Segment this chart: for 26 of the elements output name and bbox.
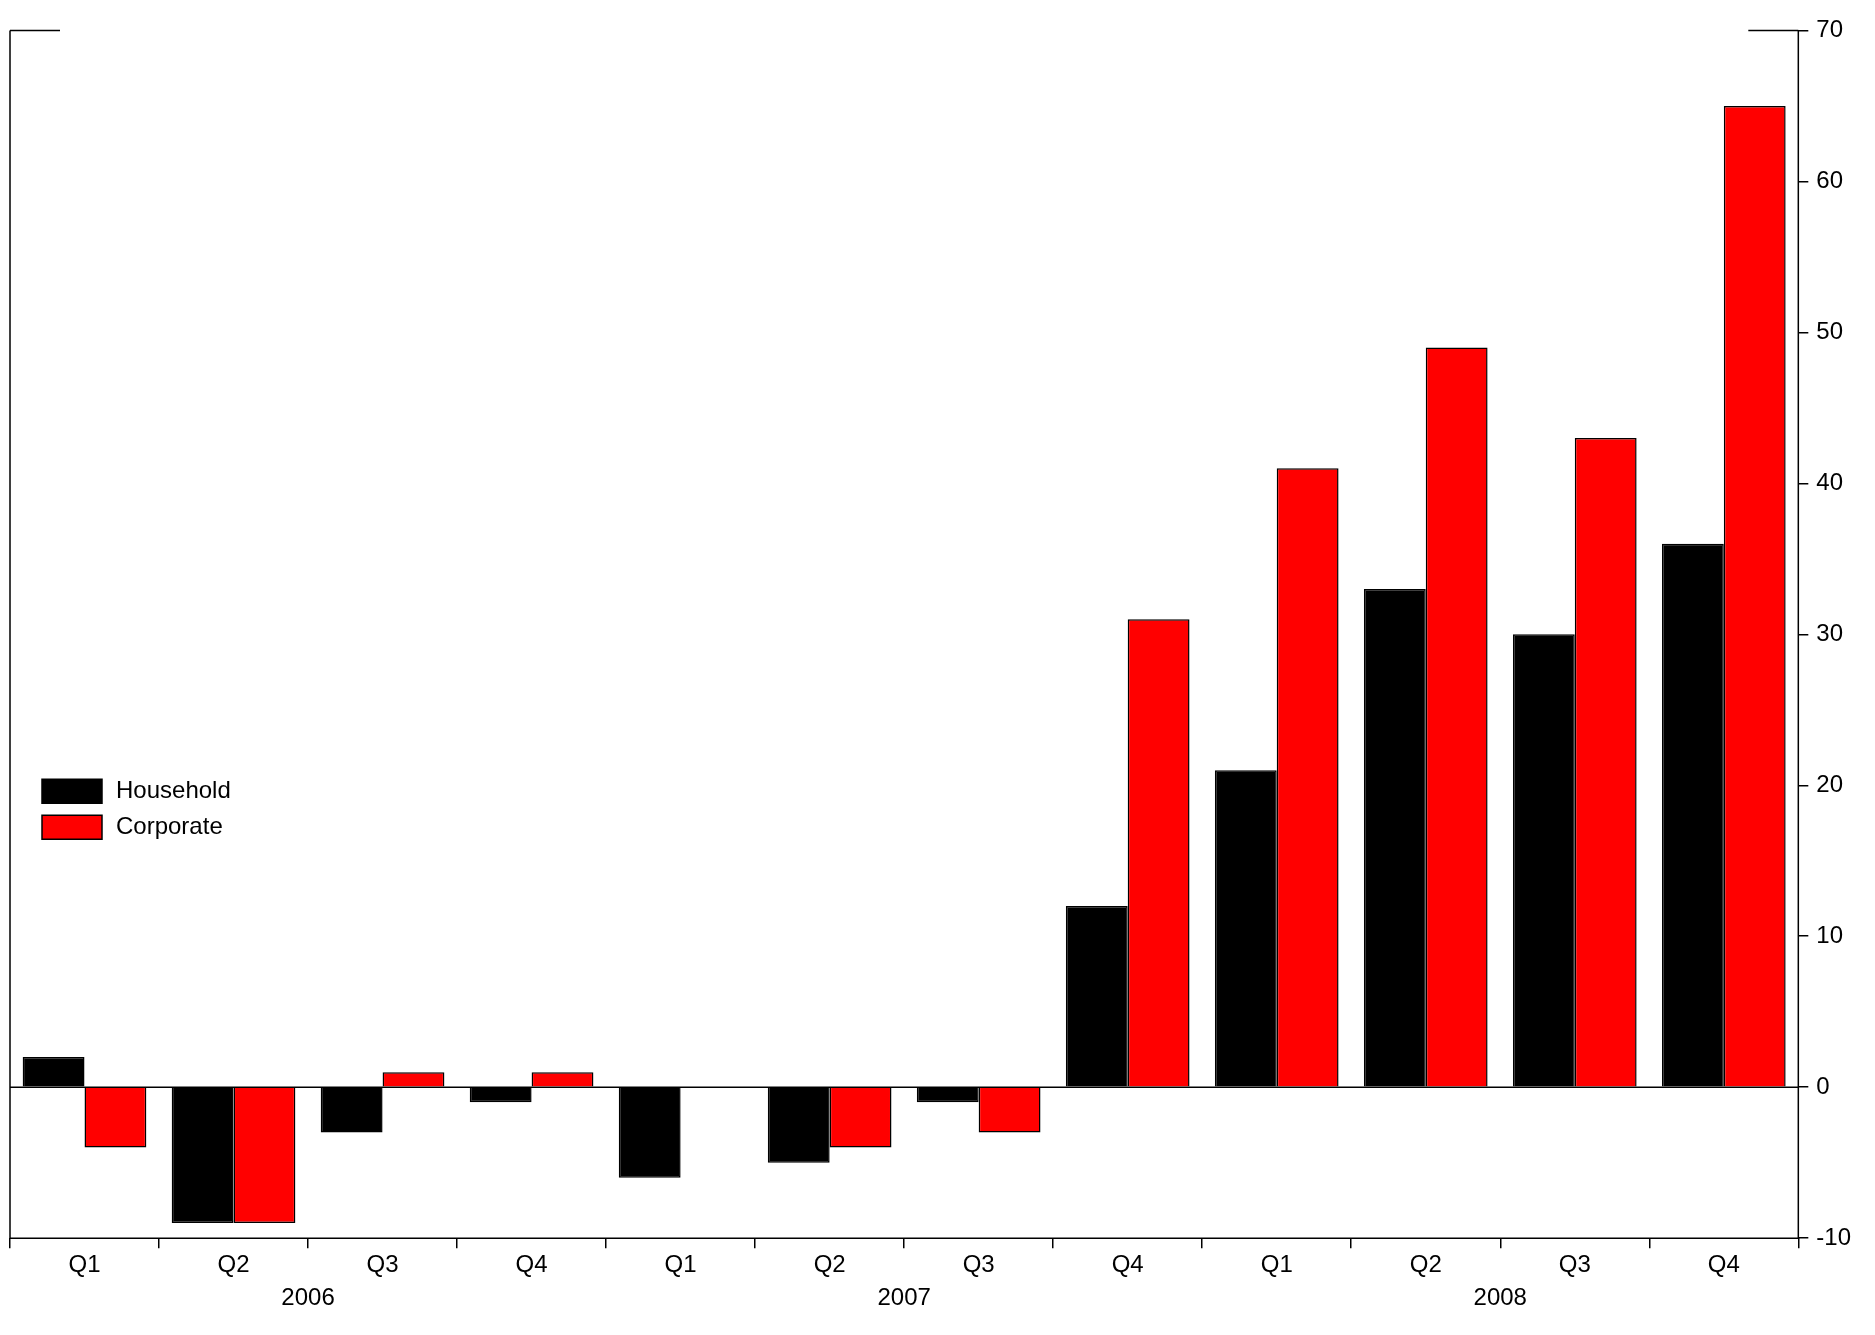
y-tick-label: -10 [1816,1222,1851,1250]
y-tick-label: 50 [1816,316,1844,344]
x-tick-label: Q4 [515,1250,548,1278]
y-tick-label: 0 [1816,1071,1830,1099]
x-tick-label: Q1 [1260,1250,1293,1278]
x-tick-label: Q2 [217,1250,250,1278]
x-tick-label: Q3 [366,1250,399,1278]
x-tick-label: Q2 [813,1250,846,1278]
x-tick-label: Q4 [1707,1250,1740,1278]
text: 2006 [281,1282,335,1310]
x-tick-label: Q1 [68,1250,101,1278]
y-tick-label: 60 [1816,166,1844,193]
y-tick-label: 70 [1816,15,1844,43]
text: 2007 [877,1282,931,1310]
x-tick-label: Q1 [664,1250,697,1278]
y-tick-label: 40 [1816,467,1844,495]
legend-label: Household [116,775,231,803]
x-tick-label: Q4 [1111,1250,1144,1278]
legend-label: Corporate [116,811,223,839]
text: 2008 [1473,1282,1527,1310]
x-tick-label: Q3 [1558,1250,1591,1278]
x-tick-label: Q3 [962,1250,995,1278]
y-tick-label: 10 [1816,920,1844,948]
y-tick-label: 20 [1816,769,1844,797]
y-tick-label: 30 [1816,618,1844,646]
x-tick-label: Q2 [1409,1250,1442,1278]
